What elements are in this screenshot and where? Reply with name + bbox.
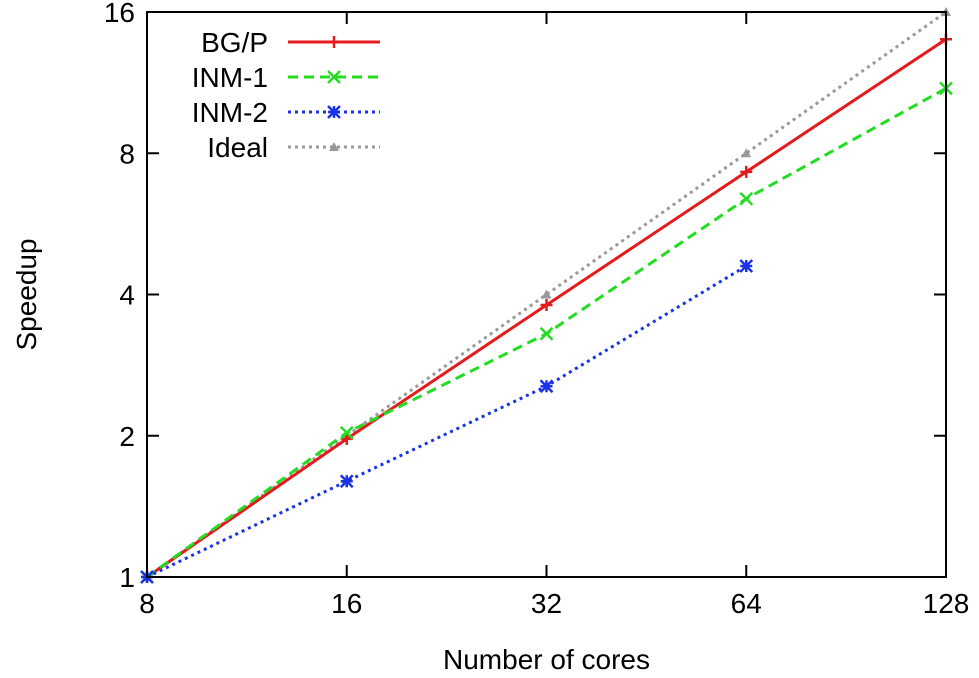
data-point-inm-2 [739, 259, 754, 273]
data-point-inm-2 [539, 379, 554, 394]
legend-label-inm-2: INM-2 [192, 97, 268, 128]
x-tick-label: 128 [923, 588, 970, 619]
legend-label-ideal: Ideal [207, 132, 268, 163]
x-tick-label: 8 [139, 588, 155, 619]
series-bg-p [141, 33, 952, 583]
data-point-ideal [741, 148, 752, 158]
legend-label-inm-1: INM-1 [192, 62, 268, 93]
data-point-inm-1 [539, 326, 554, 341]
data-point-bg-p [740, 165, 753, 178]
y-tick-label: 4 [119, 280, 135, 311]
plot-lines [140, 7, 953, 584]
x-tick-label: 32 [531, 588, 562, 619]
series-line-inm-2 [146, 264, 748, 579]
legend-marker-inm-2 [327, 105, 341, 119]
legend: BG/P INM-1 INM-2 Ideal [192, 27, 380, 163]
x-tick-label: 16 [331, 588, 362, 619]
series-line-ideal [146, 10, 947, 579]
data-point-bg-p [340, 432, 353, 445]
data-point-inm-2 [339, 474, 354, 489]
data-point-ideal [541, 289, 552, 299]
x-axis-label: Number of cores [443, 644, 650, 675]
legend-marker-inm-1 [327, 70, 341, 84]
y-tick-label: 16 [104, 0, 135, 28]
x-tick-label: 64 [731, 588, 762, 619]
series-inm-2 [140, 259, 754, 584]
legend-marker-ideal [329, 142, 339, 151]
plot-frame [146, 11, 947, 578]
data-point-inm-1 [339, 425, 354, 440]
data-point-inm-1 [739, 191, 754, 206]
legend-marker-bg-p [328, 36, 340, 48]
tick-labels: 8 16 32 64 128 1 2 4 8 16 [104, 0, 970, 619]
y-tick-label: 8 [119, 138, 135, 169]
y-tick-label: 2 [119, 421, 135, 452]
y-axis-label: Speedup [11, 238, 42, 350]
y-tick-label: 1 [119, 562, 135, 593]
data-point-bg-p [540, 298, 553, 311]
legend-label-bg-p: BG/P [201, 27, 268, 58]
